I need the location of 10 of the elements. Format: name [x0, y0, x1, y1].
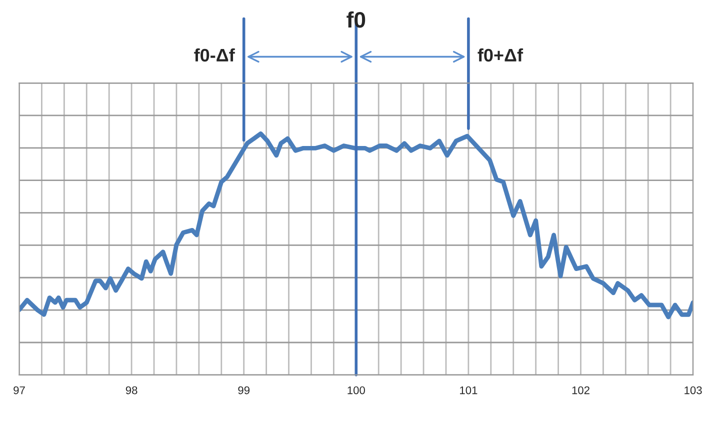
ref-line-label: f0+Δf [478, 48, 524, 62]
ref-line-label: f0 [346, 11, 366, 28]
x-tick-label: 100 [348, 386, 365, 394]
ref-line-label: f0-Δf [194, 48, 235, 62]
x-tick-label: 102 [572, 386, 590, 394]
x-tick-label: 103 [684, 386, 702, 394]
x-tick-label: 101 [460, 386, 478, 394]
x-tick-label: 99 [238, 386, 250, 394]
x-tick-label: 97 [14, 386, 25, 394]
x-tick-label: 98 [126, 386, 138, 394]
